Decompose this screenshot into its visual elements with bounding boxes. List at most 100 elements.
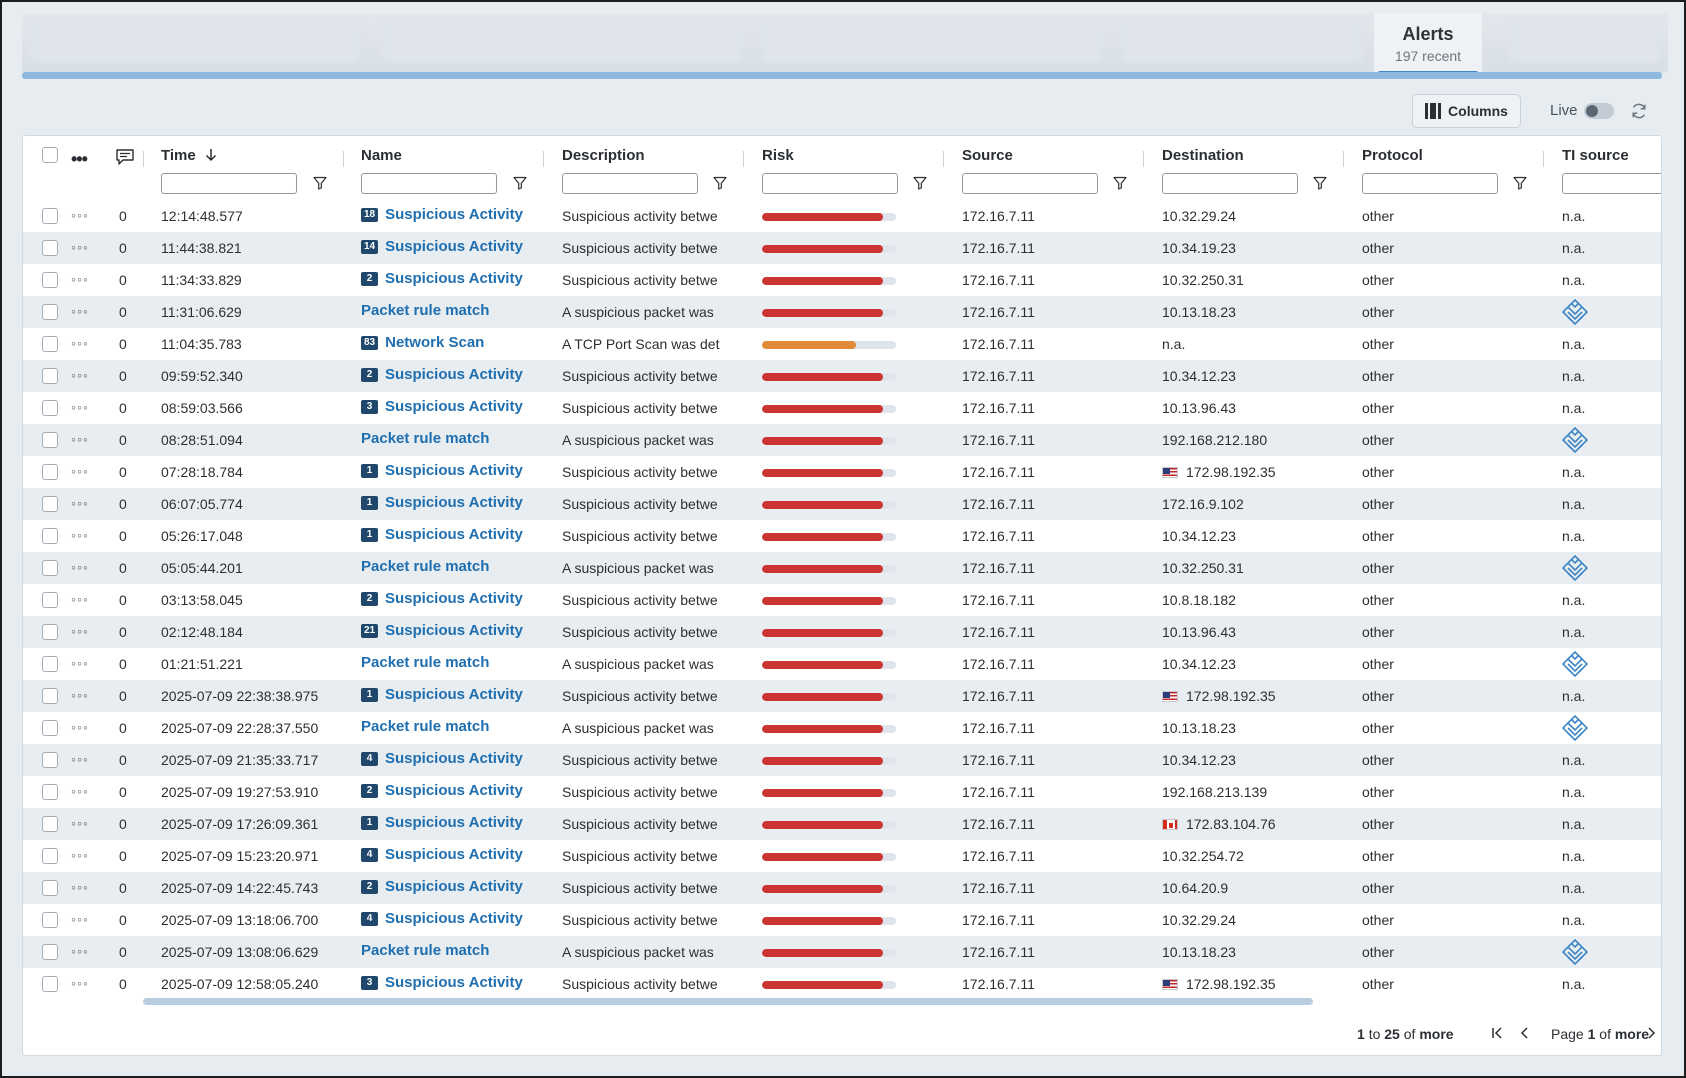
row-checkbox[interactable] <box>42 720 58 736</box>
row-checkbox[interactable] <box>42 208 58 224</box>
row-checkbox[interactable] <box>42 784 58 800</box>
ti-source-filter-input[interactable] <box>1562 173 1661 194</box>
alert-name-link[interactable]: 1 Suspicious Activity <box>361 462 523 479</box>
row-menu-icon[interactable]: ◦◦◦ <box>71 399 89 415</box>
row-menu-icon[interactable]: ◦◦◦ <box>71 943 89 959</box>
row-checkbox[interactable] <box>42 464 58 480</box>
previous-page-icon[interactable] <box>1517 1024 1533 1042</box>
row-checkbox[interactable] <box>42 400 58 416</box>
column-header-destination[interactable]: Destination <box>1162 147 1244 164</box>
alert-name-link[interactable]: Packet rule match <box>361 430 489 447</box>
row-menu-icon[interactable]: ◦◦◦ <box>71 207 89 223</box>
column-header-source[interactable]: Source <box>962 147 1013 164</box>
ti-source-icon[interactable] <box>1561 554 1589 582</box>
alert-name-link[interactable]: 4 Suspicious Activity <box>361 846 523 863</box>
alert-name-link[interactable]: 2 Suspicious Activity <box>361 270 523 287</box>
time-filter-input[interactable] <box>161 173 297 194</box>
row-checkbox[interactable] <box>42 592 58 608</box>
table-row[interactable]: ◦◦◦ 0 2025-07-09 21:35:33.717 4 Suspicious A… <box>23 744 1661 776</box>
table-row[interactable]: ◦◦◦ 0 11:34:33.829 2 Suspicious Activity Susp… <box>23 264 1661 296</box>
row-menu-icon[interactable]: ◦◦◦ <box>71 655 89 671</box>
row-checkbox[interactable] <box>42 848 58 864</box>
table-row[interactable]: ◦◦◦ 0 2025-07-09 22:28:37.550 Packet rule m… <box>23 712 1661 744</box>
row-checkbox[interactable] <box>42 336 58 352</box>
table-row[interactable]: ◦◦◦ 0 09:59:52.340 2 Suspicious Activity Susp… <box>23 360 1661 392</box>
alert-name-link[interactable]: 1 Suspicious Activity <box>361 686 523 703</box>
table-row[interactable]: ◦◦◦ 0 06:07:05.774 1 Suspicious Activity Susp… <box>23 488 1661 520</box>
alert-name-link[interactable]: 18 Suspicious Activity <box>361 206 523 223</box>
risk-filter-icon[interactable] <box>913 176 927 190</box>
column-header-protocol[interactable]: Protocol <box>1362 147 1423 164</box>
table-row[interactable]: ◦◦◦ 0 01:21:51.221 Packet rule match A suspi… <box>23 648 1661 680</box>
column-header-ti-source[interactable]: TI source <box>1562 147 1629 164</box>
row-menu-icon[interactable]: ◦◦◦ <box>71 239 89 255</box>
ti-source-icon[interactable] <box>1561 650 1589 678</box>
time-filter-icon[interactable] <box>313 176 327 190</box>
destination-filter-icon[interactable] <box>1313 176 1327 190</box>
table-row[interactable]: ◦◦◦ 0 2025-07-09 14:22:45.743 2 Suspicious A… <box>23 872 1661 904</box>
name-filter-icon[interactable] <box>513 176 527 190</box>
alert-name-link[interactable]: Packet rule match <box>361 558 489 575</box>
row-menu-icon[interactable]: ◦◦◦ <box>71 847 89 863</box>
ti-source-icon[interactable] <box>1561 938 1589 966</box>
row-checkbox[interactable] <box>42 240 58 256</box>
table-row[interactable]: ◦◦◦ 0 2025-07-09 17:26:09.361 1 Suspicious A… <box>23 808 1661 840</box>
table-row[interactable]: ◦◦◦ 0 2025-07-09 22:38:38.975 1 Suspicious A… <box>23 680 1661 712</box>
alert-name-link[interactable]: 2 Suspicious Activity <box>361 366 523 383</box>
alert-name-link[interactable]: 3 Suspicious Activity <box>361 398 523 415</box>
row-menu-icon[interactable]: ◦◦◦ <box>71 719 89 735</box>
alert-name-link[interactable]: 2 Suspicious Activity <box>361 590 523 607</box>
horizontal-scrollbar[interactable] <box>143 998 1313 1005</box>
row-checkbox[interactable] <box>42 944 58 960</box>
column-header-time[interactable]: Time <box>161 147 217 164</box>
protocol-filter-icon[interactable] <box>1513 176 1527 190</box>
first-page-icon[interactable] <box>1489 1024 1505 1042</box>
row-menu-icon[interactable]: ◦◦◦ <box>71 271 89 287</box>
table-row[interactable]: ◦◦◦ 0 11:44:38.821 14 Suspicious Activity Sus… <box>23 232 1661 264</box>
alert-name-link[interactable]: 83 Network Scan <box>361 334 484 351</box>
risk-filter-input[interactable] <box>762 173 898 194</box>
table-row[interactable]: ◦◦◦ 0 08:28:51.094 Packet rule match A suspi… <box>23 424 1661 456</box>
table-row[interactable]: ◦◦◦ 0 11:04:35.783 83 Network Scan A TCP Port… <box>23 328 1661 360</box>
column-header-name[interactable]: Name <box>361 147 402 164</box>
alert-name-link[interactable]: 2 Suspicious Activity <box>361 878 523 895</box>
source-filter-input[interactable] <box>962 173 1098 194</box>
table-row[interactable]: ◦◦◦ 0 03:13:58.045 2 Suspicious Activity Susp… <box>23 584 1661 616</box>
alert-name-link[interactable]: 4 Suspicious Activity <box>361 750 523 767</box>
row-menu-icon[interactable]: ◦◦◦ <box>71 559 89 575</box>
table-row[interactable]: ◦◦◦ 0 05:05:44.201 Packet rule match A suspi… <box>23 552 1661 584</box>
row-checkbox[interactable] <box>42 880 58 896</box>
row-checkbox[interactable] <box>42 624 58 640</box>
row-menu-icon[interactable]: ◦◦◦ <box>71 431 89 447</box>
source-filter-icon[interactable] <box>1113 176 1127 190</box>
row-menu-icon[interactable]: ◦◦◦ <box>71 911 89 927</box>
row-menu-icon[interactable]: ◦◦◦ <box>71 303 89 319</box>
table-row[interactable]: ◦◦◦ 0 12:14:48.577 18 Suspicious Activity Sus… <box>23 200 1661 232</box>
columns-button[interactable]: Columns <box>1412 94 1521 128</box>
row-checkbox[interactable] <box>42 496 58 512</box>
row-menu-icon[interactable]: ◦◦◦ <box>71 687 89 703</box>
row-actions-menu-icon[interactable]: ••• <box>71 149 88 169</box>
table-row[interactable]: ◦◦◦ 0 11:31:06.629 Packet rule match A suspi… <box>23 296 1661 328</box>
row-checkbox[interactable] <box>42 912 58 928</box>
alert-name-link[interactable]: 1 Suspicious Activity <box>361 494 523 511</box>
row-menu-icon[interactable]: ◦◦◦ <box>71 463 89 479</box>
row-checkbox[interactable] <box>42 816 58 832</box>
protocol-filter-input[interactable] <box>1362 173 1498 194</box>
table-row[interactable]: ◦◦◦ 0 02:12:48.184 21 Suspicious Activity Sus… <box>23 616 1661 648</box>
ti-source-icon[interactable] <box>1561 298 1589 326</box>
row-menu-icon[interactable]: ◦◦◦ <box>71 367 89 383</box>
alert-name-link[interactable]: 2 Suspicious Activity <box>361 782 523 799</box>
alert-name-link[interactable]: Packet rule match <box>361 718 489 735</box>
alert-name-link[interactable]: Packet rule match <box>361 942 489 959</box>
alert-name-link[interactable]: 3 Suspicious Activity <box>361 974 523 991</box>
row-checkbox[interactable] <box>42 432 58 448</box>
row-menu-icon[interactable]: ◦◦◦ <box>71 975 89 991</box>
row-checkbox[interactable] <box>42 560 58 576</box>
row-menu-icon[interactable]: ◦◦◦ <box>71 527 89 543</box>
ti-source-icon[interactable] <box>1561 714 1589 742</box>
table-row[interactable]: ◦◦◦ 0 05:26:17.048 1 Suspicious Activity Susp… <box>23 520 1661 552</box>
row-checkbox[interactable] <box>42 368 58 384</box>
alert-name-link[interactable]: Packet rule match <box>361 302 489 319</box>
row-menu-icon[interactable]: ◦◦◦ <box>71 623 89 639</box>
